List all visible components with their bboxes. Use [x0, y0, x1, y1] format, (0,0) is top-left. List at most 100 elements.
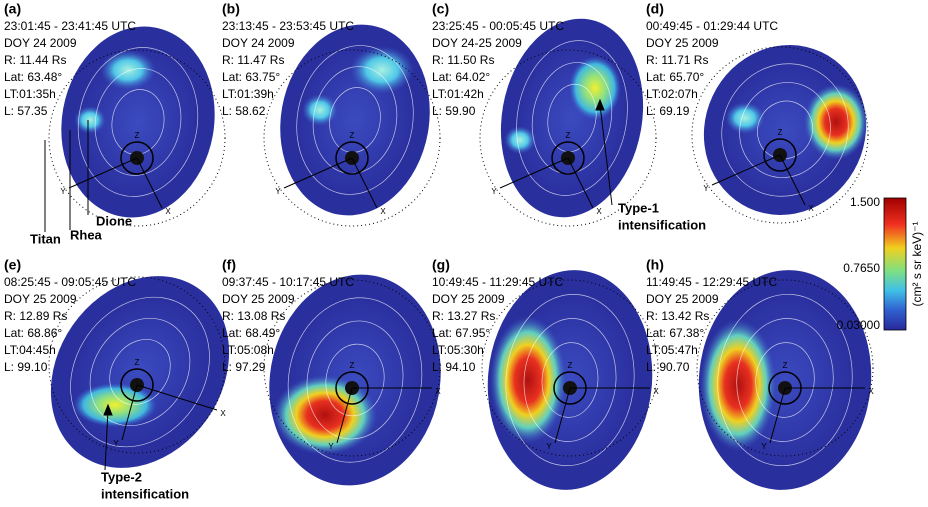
panel-info: L: 90.70: [646, 360, 690, 374]
orbit: [48, 276, 226, 454]
axis-label: Y: [761, 442, 767, 451]
intensity-patch: [804, 84, 868, 160]
axis-line: [711, 154, 781, 186]
intensity-patch: [100, 50, 156, 90]
planet-ring: [120, 141, 154, 175]
panel-label: (g): [432, 257, 450, 273]
contour: [505, 293, 635, 467]
panel-label: (a): [4, 1, 21, 17]
intensity-patch: [725, 102, 765, 134]
panel-info: LT:01:42h: [432, 87, 484, 101]
panel-info: R: 13.42 Rs: [646, 309, 709, 323]
planet-ring: [763, 138, 797, 172]
panel-info: 00:49:45 - 01:29:44 UTC: [646, 19, 778, 33]
panel-info: Lat: 65.70°: [646, 70, 704, 84]
orbit: [696, 279, 874, 457]
axis-label: Z: [566, 131, 571, 140]
panel-info: LT:04:45h: [4, 343, 56, 357]
panel-label: (c): [432, 1, 449, 17]
panel-info: LT:05:30h: [432, 343, 484, 357]
panel-info: R: 11.50 Rs: [432, 53, 494, 67]
panel-info: Lat: 63.75°: [222, 70, 280, 84]
panel-info: DOY 24 2009: [4, 36, 77, 50]
annotations: [44, 98, 613, 471]
contour: [523, 318, 617, 442]
panel-info: LT:05:47h: [646, 343, 698, 357]
annotation: Titan: [30, 231, 61, 246]
panel-info: Lat: 68.86°: [4, 326, 62, 340]
axis-label: Z: [135, 131, 140, 140]
intensity-patch: [490, 316, 566, 444]
panel-info: 09:37:45 - 10:17:45 UTC: [222, 275, 354, 289]
panel-info: DOY 25 2009: [646, 292, 719, 306]
annotation: Rhea: [70, 227, 103, 242]
panel-label: (d): [646, 1, 664, 17]
contour: [296, 45, 414, 195]
axis-label: Y: [275, 187, 281, 196]
axis-label: Z: [135, 358, 140, 367]
intensity-patch: [73, 383, 157, 427]
axis-label: Y: [113, 439, 119, 448]
annotation: Dione: [96, 213, 132, 228]
axis-line: [779, 154, 806, 206]
panel-info: R: 13.08 Rs: [222, 309, 285, 323]
contour: [721, 63, 849, 197]
axis-label: Y: [546, 442, 552, 451]
panel-info: L: 58.62: [222, 104, 266, 118]
contour: [717, 293, 853, 467]
panel-info: Lat: 64.02°: [432, 70, 490, 84]
contour: [736, 318, 834, 442]
contour: [109, 339, 171, 405]
axis-line: [68, 157, 138, 189]
axis-line: [554, 387, 571, 444]
contour: [77, 47, 199, 197]
panel-label: (e): [4, 257, 21, 273]
panel-label: (b): [222, 1, 240, 17]
axis-line: [336, 387, 353, 444]
orbit: [263, 279, 441, 457]
contour: [287, 297, 423, 463]
panel-info: Lat: 67.95°: [432, 326, 490, 340]
panel-info: L: 69.19: [646, 104, 690, 118]
panel-info: R: 12.89 Rs: [4, 309, 67, 323]
axis-label: X: [808, 204, 814, 213]
panel-info: R: 11.71 Rs: [646, 53, 708, 67]
axis-label: X: [165, 207, 171, 216]
planet-ring: [335, 141, 369, 175]
axis-label: Y: [703, 184, 709, 193]
axis-label: Z: [783, 361, 788, 370]
axis-label: Z: [778, 128, 783, 137]
intensity-patch: [504, 126, 536, 154]
panel-info: 23:25:45 - 00:05:45 UTC: [432, 19, 564, 33]
colorbar-tick: 0.7650: [843, 261, 880, 275]
panel-info: Lat: 67.38°: [646, 326, 704, 340]
panel-info: 08:25:45 - 09:05:45 UTC: [4, 275, 136, 289]
axis-label: X: [868, 387, 874, 396]
axis-line: [136, 384, 218, 411]
panel-info: LT:02:07h: [646, 87, 698, 101]
panel-info: LT:01:39h: [222, 87, 274, 101]
axis-line: [567, 157, 594, 209]
panel-info: LT:01:35h: [4, 87, 56, 101]
annotation: Type-2: [101, 469, 142, 484]
axis-label: Z: [350, 131, 355, 140]
intensity-patch: [74, 106, 106, 134]
panel-info: 23:13:45 - 23:53:45 UTC: [222, 19, 354, 33]
intensity-patch: [273, 375, 377, 455]
panel-info: L: 97.29: [222, 360, 266, 374]
panel-info: R: 13.27 Rs: [432, 309, 495, 323]
orbit: [48, 49, 226, 227]
panel-label: (h): [646, 257, 664, 273]
panel-info: 10:49:45 - 11:29:45 UTC: [432, 275, 564, 289]
axis-label: Y: [328, 442, 334, 451]
axis-label: X: [220, 409, 226, 418]
orbit: [481, 279, 659, 457]
axis-line: [283, 157, 353, 189]
panel-info: DOY 24-25 2009: [432, 36, 522, 50]
contour: [541, 342, 599, 418]
annotation: intensification: [101, 486, 189, 501]
panel-info: 23:01:45 - 23:41:45 UTC: [4, 19, 136, 33]
panel-label: (f): [222, 257, 236, 273]
panels: X Y Z (a) 23:01:45 - 23:41:45 UTC DOY 24 2009…: [4, 1, 874, 490]
axis-label: Z: [350, 361, 355, 370]
